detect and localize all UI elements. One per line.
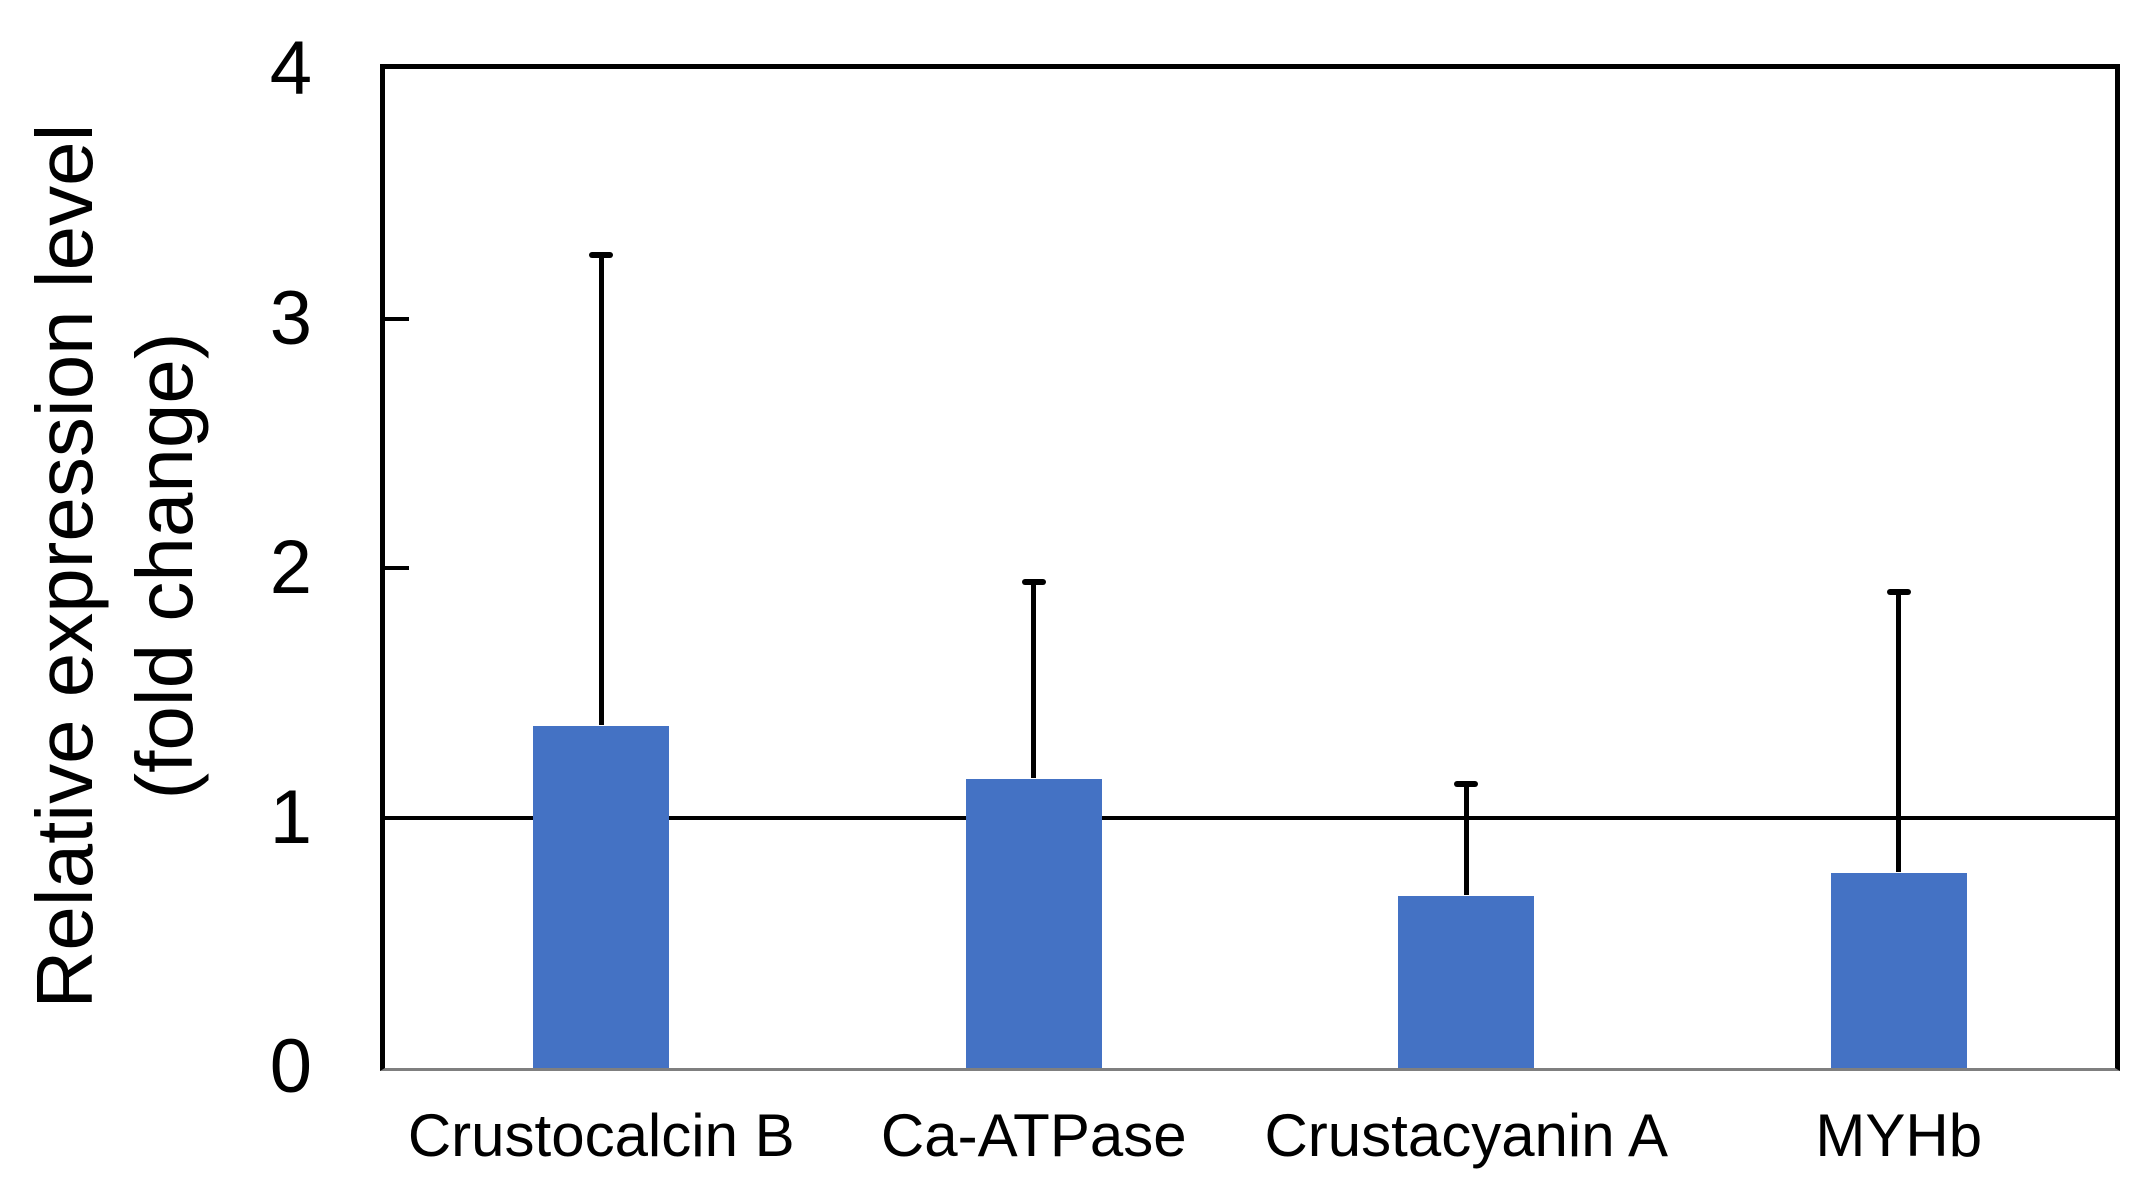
y-tick-mark	[385, 316, 409, 321]
error-bar-cap	[1886, 588, 1911, 595]
y-axis-title-line1: Relative expression level	[20, 123, 109, 1009]
bar	[1830, 873, 1967, 1068]
error-bar-line	[598, 256, 604, 726]
x-tick-label: MYHb	[1815, 1102, 1983, 1169]
x-tick-label: Crustacyanin A	[1264, 1102, 1669, 1169]
y-tick-label: 0	[269, 1024, 312, 1109]
error-bar-cap	[589, 252, 614, 259]
x-tick-label: Crustocalcin B	[407, 1102, 795, 1169]
bar	[965, 778, 1102, 1068]
y-tick-label: 1	[269, 774, 312, 860]
bar	[533, 726, 670, 1068]
x-tick-label: Ca-ATPase	[880, 1102, 1187, 1169]
y-tick-mark	[385, 566, 409, 570]
y-tick-label: 3	[269, 275, 312, 361]
error-bar-line	[1463, 785, 1469, 895]
error-bar-cap	[1021, 578, 1046, 585]
plot-area	[380, 64, 2120, 1071]
error-bar-line	[1031, 582, 1037, 778]
y-tick-label: 4	[269, 26, 312, 111]
y-tick-label: 2	[269, 525, 312, 610]
reference-line	[385, 815, 2115, 820]
bar	[1398, 895, 1535, 1068]
error-bar-cap	[1454, 781, 1479, 788]
error-bar-line	[1896, 592, 1902, 873]
